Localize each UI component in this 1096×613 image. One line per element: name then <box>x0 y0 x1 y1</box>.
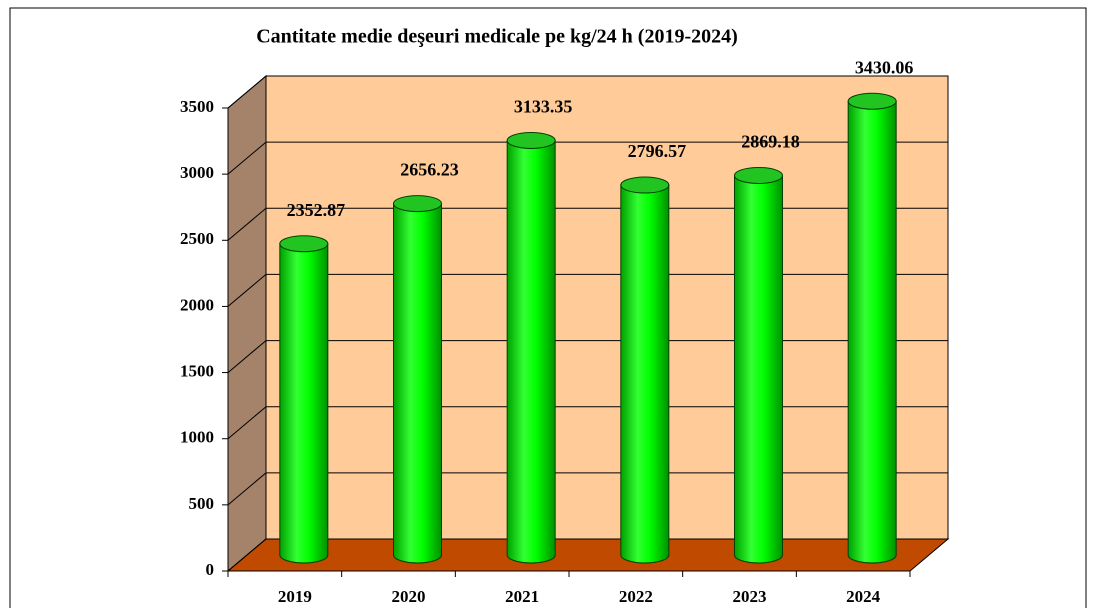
x-tick-label: 2019 <box>278 587 312 606</box>
y-tick-label: 1500 <box>180 361 214 380</box>
grid-line <box>227 75 267 109</box>
bar-top <box>620 176 670 194</box>
x-tick-label: 2021 <box>505 587 539 606</box>
y-tick-label: 1000 <box>180 428 214 447</box>
grid-line <box>227 340 267 373</box>
grid-line <box>227 538 267 572</box>
value-label: 3133.35 <box>514 97 573 117</box>
grid-line <box>227 141 267 175</box>
y-tick-label: 500 <box>189 494 215 513</box>
bar-top <box>847 92 897 110</box>
x-tick-label: 2024 <box>846 587 881 606</box>
side-wall <box>227 74 267 573</box>
value-label: 2796.57 <box>628 141 687 161</box>
y-tick-label: 3500 <box>180 97 214 116</box>
bar-top <box>279 235 329 253</box>
value-label: 2656.23 <box>400 160 459 180</box>
bar <box>279 243 329 564</box>
grid-line <box>227 406 267 440</box>
x-tick-label: 2020 <box>392 587 426 606</box>
x-tick-label: 2023 <box>733 587 767 606</box>
grid-line <box>227 274 267 307</box>
y-tick-label: 0 <box>206 560 215 579</box>
grid-line <box>227 207 267 241</box>
y-tick-label: 3000 <box>180 163 214 182</box>
bar-top <box>734 166 783 184</box>
floor <box>226 538 950 572</box>
y-tick-label: 2500 <box>180 229 214 248</box>
grid-line <box>227 472 267 506</box>
chart-title: Cantitate medie deşeuri medicale pe kg/2… <box>256 26 738 48</box>
bar <box>734 174 783 564</box>
bar-top <box>393 195 442 213</box>
value-label: 3430.06 <box>855 57 914 77</box>
bar <box>620 184 670 564</box>
y-tick-label: 2000 <box>180 295 214 314</box>
bar <box>393 203 442 564</box>
bar <box>847 100 897 564</box>
back-wall <box>265 75 949 540</box>
bar-top <box>506 132 556 150</box>
value-label: 2352.87 <box>287 200 346 220</box>
bar <box>506 140 556 564</box>
x-tick-label: 2022 <box>619 587 653 606</box>
value-label: 2869.18 <box>741 132 800 152</box>
